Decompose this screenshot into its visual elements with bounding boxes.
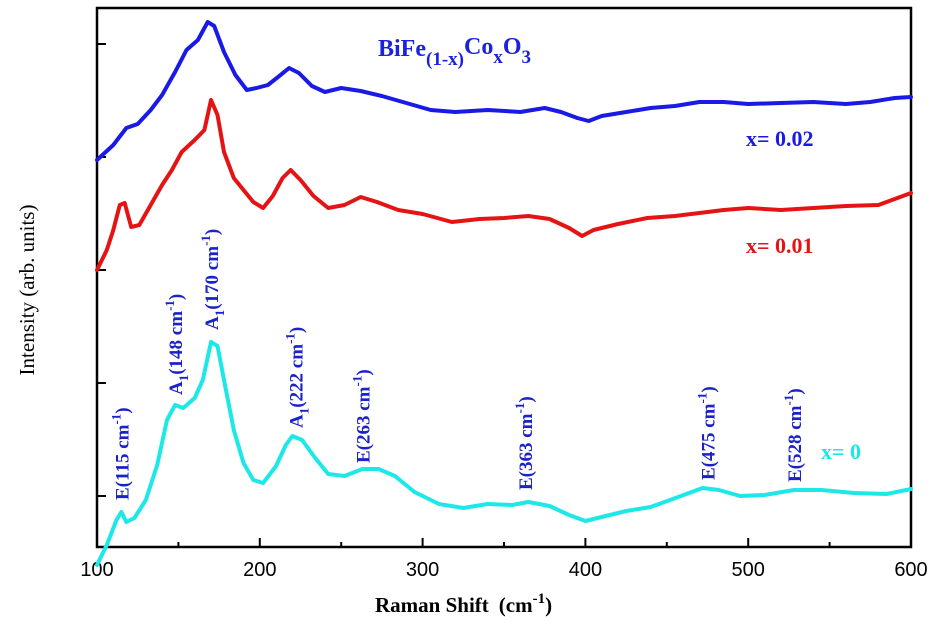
x-tick-label: 200 [243,559,276,581]
peak-label: E(475 cm-1) [695,386,720,480]
x-axis-title: Raman Shift (cm-1) [375,591,552,617]
x-tick-label: 600 [894,559,927,581]
peak-annotations: E(115 cm-1) A1(148 cm-1)A1(170 cm-1) A1(22… [108,229,805,500]
series-label: x= 0 [821,439,861,464]
compound-formula: BiFe(1-x)CoxO3 [378,34,531,70]
peak-label: A1(222 cm-1) [283,327,312,428]
peak-label: E(263 cm-1) [349,369,374,463]
peak-label: E(528 cm-1) [781,388,806,482]
series-line [95,20,913,162]
series-line [95,98,913,272]
series-lines [95,20,913,567]
peak-label: E(363 cm-1) [512,396,537,490]
x-tick-label: 500 [732,559,765,581]
peak-label: A1(148 cm-1) [162,294,191,395]
peak-label: A1(170 cm-1) [198,229,227,330]
x-axis-ticks: 100 200 300 400 500 600 [80,538,928,581]
x-tick-label: 100 [80,559,113,581]
peak-label: E(115 cm-1) [108,407,133,500]
series-line [95,340,913,567]
y-axis-title: Intensity (arb. units) [15,205,39,376]
x-tick-label: 300 [406,559,439,581]
series-labels: x= 0.02 x= 0.01 x= 0 [746,126,861,464]
x-tick-label: 400 [569,559,602,581]
series-label: x= 0.02 [746,126,814,151]
series-label: x= 0.01 [746,233,814,258]
